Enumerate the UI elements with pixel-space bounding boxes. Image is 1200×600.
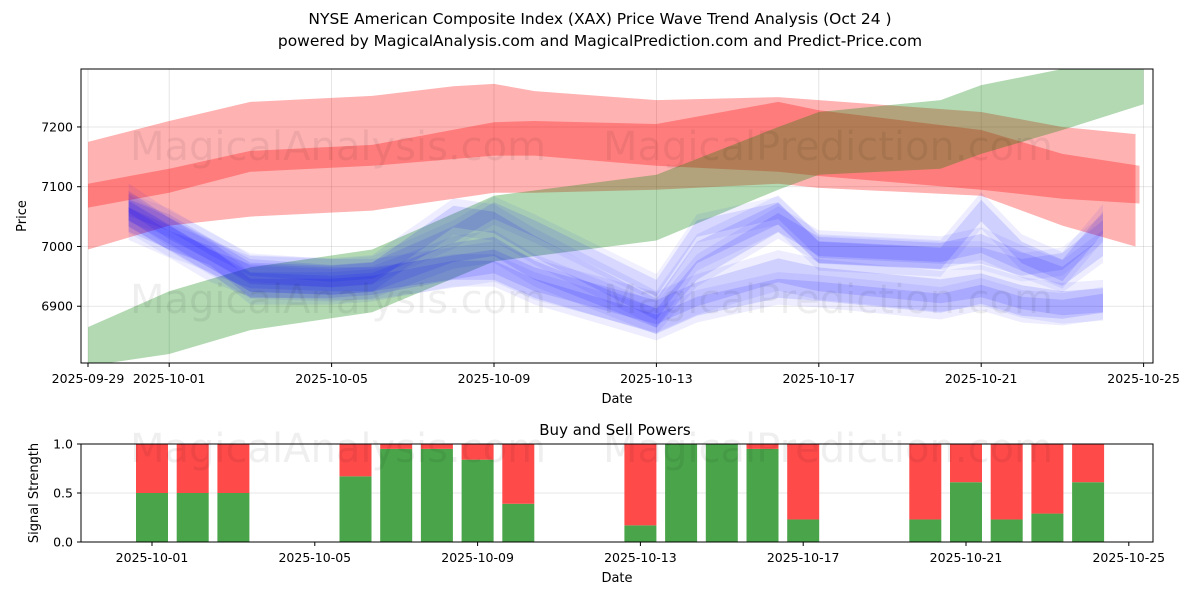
buy-bar [380, 448, 413, 542]
x-tick-label: 2025-10-17 [782, 371, 855, 386]
blue-wave-2-halo [128, 194, 1104, 335]
sell-bar [624, 444, 657, 526]
signal-x-axis: 2025-10-01 2025-10-05 2025-10-09 2025-10-13… [116, 542, 1165, 565]
buy-bar [461, 459, 494, 542]
blue-wave-5-band [128, 199, 1104, 297]
price-plot-frame [80, 68, 1154, 364]
buy-bar [950, 482, 982, 542]
x-tick-label: 2025-10-13 [620, 371, 693, 386]
sell-bar [217, 444, 250, 493]
sell-bar [502, 444, 535, 504]
buy-bar [420, 448, 453, 542]
y-tick-label: 7100 [41, 179, 73, 194]
chart-subtitle: powered by MagicalAnalysis.com and Magic… [277, 32, 923, 50]
y-tick-label: 7200 [41, 119, 73, 134]
blue-wave-4-halo [128, 199, 1104, 333]
sell-bar [909, 444, 942, 520]
blue-wave-5-halo [128, 193, 1104, 303]
y-tick-label: 1.0 [53, 437, 73, 452]
signal-y-axis: 0.0 0.5 1.0 [53, 437, 81, 550]
price-x-label: Date [601, 392, 632, 407]
x-tick-label: 2025-10-21 [930, 550, 1003, 565]
buy-bar [136, 493, 168, 542]
buy-bar [1031, 513, 1064, 542]
buy-bar [705, 444, 738, 542]
x-tick-label: 2025-10-25 [1092, 550, 1165, 565]
blue-wave-1-halo [128, 183, 1104, 328]
x-tick-label: 2025-10-05 [295, 371, 368, 386]
sell-bar [787, 444, 820, 520]
sell-bar [746, 444, 779, 449]
x-tick-label: 2025-10-09 [441, 550, 514, 565]
watermark: MagicalAnalysis.com [130, 124, 546, 170]
price-y-axis: 6900 7000 7100 7200 [41, 119, 81, 314]
bar-chart-title: Buy and Sell Powers [539, 421, 691, 439]
sell-bar [1072, 444, 1105, 483]
x-tick-label: 2025-10-01 [133, 371, 206, 386]
buy-bar [502, 503, 535, 542]
signal-y-label: Signal Strength [27, 443, 42, 543]
buy-bar [746, 448, 779, 542]
buy-bar [217, 493, 250, 542]
sell-bar [136, 444, 168, 493]
buy-bar [909, 519, 942, 542]
watermark: MagicalAnalysis.com [130, 277, 546, 323]
price-series [88, 69, 1144, 363]
x-tick-label: 2025-10-09 [458, 371, 531, 386]
watermark: MagicalAnalysis.com [130, 426, 546, 472]
red-wave-inner-band [88, 101, 1140, 208]
sell-bar [1031, 444, 1064, 514]
blue-wave-3-band [128, 207, 1104, 334]
price-y-label: Price [15, 200, 30, 232]
buy-bar [665, 444, 698, 542]
sell-bar [950, 444, 982, 483]
blue-wave-3-halo [128, 200, 1104, 341]
buy-bar [1072, 482, 1105, 542]
x-tick-label: 2025-09-29 [52, 371, 125, 386]
blue-wave-2-band [128, 201, 1104, 328]
buy-bar [176, 493, 209, 542]
red-wave-outer-band [88, 83, 1136, 250]
price-x-axis: 2025-09-29 2025-10-01 2025-10-05 2025-10-09… [52, 363, 1180, 386]
sell-bar [380, 444, 413, 449]
sell-bar [461, 444, 494, 460]
x-tick-label: 2025-10-05 [278, 550, 351, 565]
sell-bar [990, 444, 1023, 520]
y-tick-label: 0.0 [53, 535, 73, 550]
green-trend-band [88, 69, 1144, 363]
sell-bar [420, 444, 453, 449]
sell-bar [176, 444, 209, 493]
price-grid [81, 69, 1153, 363]
buy-bar [787, 519, 820, 542]
watermark: MagicalPrediction.com [603, 124, 1053, 170]
chart-title: NYSE American Composite Index (XAX) Pric… [308, 10, 892, 28]
blue-wave-1-band [128, 190, 1104, 320]
signal-bars [136, 444, 1105, 542]
signal-x-label: Date [601, 571, 632, 586]
buy-bar [339, 476, 372, 542]
sell-bar [339, 444, 372, 477]
blue-wave-4-band [128, 207, 1104, 325]
buy-bar [624, 525, 657, 542]
x-tick-label: 2025-10-17 [767, 550, 840, 565]
y-tick-label: 7000 [41, 239, 73, 254]
x-tick-label: 2025-10-13 [604, 550, 677, 565]
watermark: MagicalPrediction.com [603, 277, 1053, 323]
x-tick-label: 2025-10-01 [116, 550, 189, 565]
y-tick-label: 0.5 [53, 486, 73, 501]
x-tick-label: 2025-10-25 [1107, 371, 1180, 386]
x-tick-label: 2025-10-21 [945, 371, 1018, 386]
watermark: MagicalPrediction.com [603, 426, 1053, 472]
buy-bar [990, 519, 1023, 542]
y-tick-label: 6900 [41, 299, 73, 314]
